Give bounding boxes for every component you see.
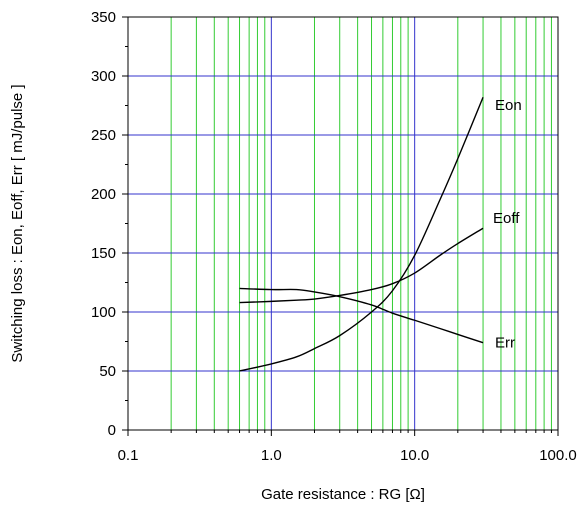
ticks	[122, 16, 559, 436]
series-labels: Eon Eoff Err	[493, 97, 522, 351]
series-line-eoff	[239, 227, 484, 304]
y-axis-label: Switching loss : Eon, Eoff, Err [ mJ/pul…	[9, 84, 26, 362]
series-label-eon: Eon	[495, 97, 522, 114]
y-tick-label: 0	[108, 422, 116, 439]
x-tick-label: 1.0	[261, 447, 282, 464]
y-tick-label: 150	[91, 245, 116, 262]
y-tick-label: 350	[91, 9, 116, 26]
y-tick-label: 200	[91, 186, 116, 203]
series-line-err	[239, 287, 484, 344]
series-lines	[239, 96, 484, 372]
y-tick-label: 300	[91, 68, 116, 85]
series-label-err: Err	[495, 335, 515, 352]
x-tick-label: 100.0	[539, 447, 577, 464]
tick-labels: 0 50 100 150 200 250 300 350 0.1 1.0 10.0 100.0	[91, 9, 577, 464]
y-tick-label: 250	[91, 127, 116, 144]
x-tick-label: 10.0	[400, 447, 429, 464]
y-tick-label: 50	[99, 363, 116, 380]
series-label-eoff: Eoff	[493, 210, 520, 227]
series-line-eon	[239, 96, 484, 372]
x-axis-label: Gate resistance : RG [Ω]	[261, 486, 425, 503]
y-tick-label: 100	[91, 304, 116, 321]
x-tick-label: 0.1	[118, 447, 139, 464]
